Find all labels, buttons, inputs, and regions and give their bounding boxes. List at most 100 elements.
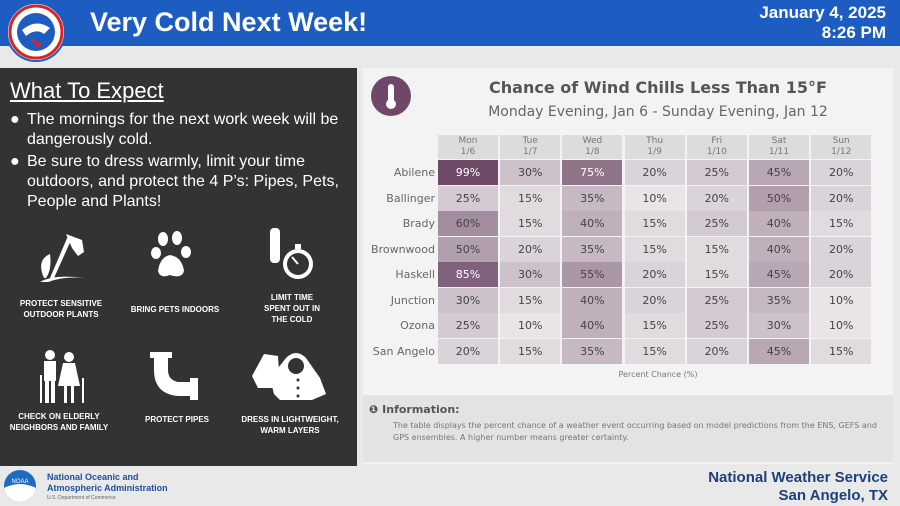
column-date: 1/8 — [585, 147, 600, 157]
heatmap-cell: 20% — [624, 160, 685, 185]
heatmap-cell: 30% — [500, 262, 561, 287]
heatmap-cell: 25% — [438, 185, 498, 211]
tip-label: DRESS IN LIGHTWEIGHT, WARM LAYERS — [241, 415, 339, 435]
bullet-item: ● Be sure to dress warmly, limit your tim… — [10, 152, 350, 212]
column-header: Thu 1/9 — [624, 135, 685, 159]
heatmap-cell: 15% — [500, 338, 561, 364]
heatmap-cell: 10% — [500, 313, 561, 338]
heatmap-cell: 20% — [624, 262, 685, 287]
heatmap-cell: 40% — [562, 313, 623, 338]
header-bar: Very Cold Next Week! January 4, 2025 8:2… — [0, 0, 900, 46]
heatmap-cell: 35% — [562, 185, 623, 211]
heatmap-cell: 15% — [624, 338, 685, 364]
heatmap-cell: 15% — [624, 211, 685, 236]
noaa-name: National Oceanic and Atmospheric Administ… — [47, 472, 168, 494]
heatmap-cell: 99% — [438, 160, 498, 185]
row-label: Junction — [390, 293, 435, 307]
wind-chill-chart-panel: Chance of Wind Chills Less Than 15°F Mon… — [363, 68, 893, 464]
x-axis-label: Percent Chance (%) — [618, 370, 698, 379]
heatmap-cell: 20% — [624, 287, 685, 313]
heatmap-cell: 20% — [438, 338, 498, 364]
heatmap-cell: 25% — [686, 287, 747, 313]
heatmap-cell: 55% — [562, 262, 623, 287]
tip-label: LIMIT TIME SPENT OUT IN THE COLD — [263, 293, 320, 324]
heatmap-cell: 20% — [811, 236, 872, 262]
column-date: 1/7 — [522, 147, 538, 157]
heatmap-cell: 30% — [438, 287, 498, 313]
bullet-icon: ● — [10, 153, 20, 170]
tip-label: BRING PETS INDOORS — [130, 305, 220, 314]
heatmap-cell: 30% — [749, 313, 809, 338]
heatmap-cell: 50% — [749, 185, 809, 211]
heatmap-cell: 15% — [811, 211, 872, 236]
heatmap-cell: 35% — [562, 338, 623, 364]
information-box: ❶ Information: The table displays the pe… — [363, 395, 893, 462]
chart-subtitle: Monday Evening, Jan 6 - Sunday Evening, … — [488, 104, 828, 120]
column-day: Sun — [832, 136, 850, 146]
heatmap-cell: 25% — [686, 211, 747, 236]
heatmap-cell: 20% — [811, 262, 872, 287]
issued-datetime: January 4, 2025 8:26 PM — [759, 3, 886, 43]
heatmap-cell: 15% — [500, 287, 561, 313]
column-day: Fri — [711, 136, 723, 146]
jacket-icon — [252, 353, 326, 400]
heatmap-cell: 15% — [686, 236, 747, 262]
bullet-text: Be sure to dress warmly, limit your time… — [27, 153, 339, 210]
thermometer-stopwatch-icon — [270, 228, 313, 279]
wilted-plant-icon — [40, 234, 84, 282]
nws-line1: National Weather Service — [708, 469, 888, 486]
column-day: Wed — [582, 136, 603, 146]
svg-text:NOAA: NOAA — [11, 479, 28, 485]
row-label: Ozona — [400, 319, 435, 332]
column-header: Sun 1/12 — [811, 135, 872, 159]
heatmap-cell: 50% — [438, 236, 498, 262]
bullet-text: The mornings for the next work week will… — [27, 111, 339, 148]
heatmap-cell: 40% — [562, 211, 623, 236]
heatmap-cell: 20% — [500, 236, 561, 262]
row-label: San Angelo — [372, 344, 435, 358]
thermometer-icon — [371, 76, 411, 116]
column-date: 1/11 — [768, 147, 790, 157]
heatmap-cell: 40% — [749, 211, 809, 236]
column-header: Tue 1/7 — [500, 135, 561, 159]
heatmap-cell: 35% — [749, 287, 809, 313]
row-label: Haskell — [395, 268, 435, 281]
heatmap-cell: 15% — [811, 338, 872, 364]
column-day: Tue — [522, 136, 538, 146]
noaa-logo: NOAA — [4, 470, 36, 502]
info-heading-text: Information: — [382, 403, 460, 416]
heatmap-cell: 20% — [811, 185, 872, 211]
heatmap-cell: 10% — [811, 287, 872, 313]
heatmap-cell: 30% — [500, 160, 561, 185]
bullet-item: ● The mornings for the next work week wil… — [10, 110, 350, 150]
tip-label: CHECK ON ELDERLY NEIGHBORS AND FAMILY — [9, 412, 109, 432]
column-date: 1/10 — [706, 147, 727, 157]
panel-heading: What To Expect — [10, 78, 164, 103]
column-day: Thu — [646, 136, 664, 146]
bullet-icon: ● — [10, 111, 20, 128]
noaa-department: U.S. Department of Commerce — [47, 495, 116, 501]
page-title: Very Cold Next Week! — [90, 7, 368, 37]
column-date: 1/6 — [460, 147, 476, 157]
what-to-expect-panel: What To Expect ● The mornings for the nex… — [0, 68, 357, 466]
heatmap-cell: 40% — [749, 236, 809, 262]
elderly-couple-icon — [40, 350, 84, 403]
heatmap-cell: 25% — [438, 313, 498, 338]
column-day: Mon — [458, 136, 478, 146]
row-label: Brownwood — [371, 242, 435, 256]
heatmap-cell: 35% — [562, 236, 623, 262]
issued-time: 8:26 PM — [821, 23, 886, 42]
noaa-line1: National Oceanic and — [47, 472, 139, 482]
heatmap-cell: 15% — [500, 211, 561, 236]
column-date: 1/12 — [831, 147, 852, 157]
heatmap-cell: 15% — [624, 236, 685, 262]
paw-icon — [151, 231, 191, 277]
heatmap-cell: 45% — [749, 338, 809, 364]
heatmap-cell: 10% — [624, 185, 685, 211]
heatmap-cell: 85% — [438, 262, 498, 287]
heatmap-cell: 15% — [624, 313, 685, 338]
row-label: Abilene — [393, 166, 435, 179]
column-header: Sat 1/11 — [749, 135, 809, 159]
heatmap-cell: 15% — [686, 262, 747, 287]
heatmap-cell: 10% — [811, 313, 872, 338]
